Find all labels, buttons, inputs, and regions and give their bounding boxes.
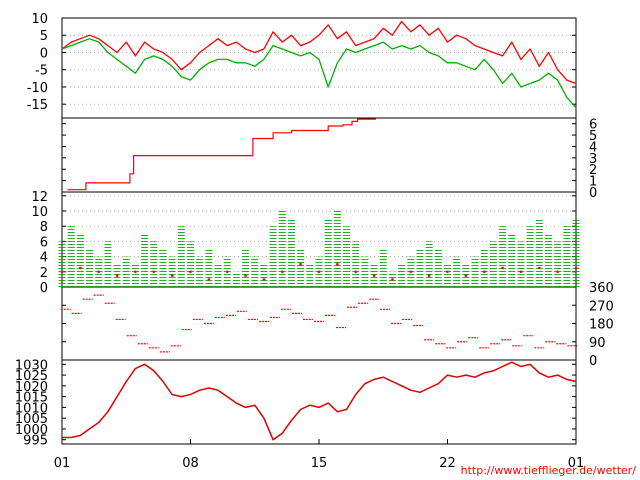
x-tick-label: 22: [439, 456, 456, 471]
wind-gust-point: [244, 274, 247, 277]
y-tick-label: 1000: [15, 423, 48, 438]
y-tick-label: -10: [27, 81, 48, 96]
y-tick-label: 1: [589, 175, 597, 190]
wind-gust-point: [537, 266, 541, 270]
y-tick-label: 90: [589, 336, 606, 351]
y-tick-label: 1015: [15, 391, 48, 406]
y-tick-label: 6: [40, 235, 48, 250]
wind-gust-point: [574, 266, 578, 270]
y-tick-label: 0: [40, 281, 48, 296]
y-tick-label: 4: [589, 140, 597, 155]
pressure-line: [62, 361, 577, 441]
y-tick-label: 360: [589, 281, 614, 296]
wind-gust-point: [556, 270, 559, 274]
y-tick-label: 2: [589, 163, 597, 178]
y-tick-label: 1025: [15, 369, 48, 384]
wind-gust-point: [262, 278, 266, 281]
y-tick-label: 12: [31, 190, 48, 205]
wind-gust-point: [207, 278, 211, 281]
y-tick-label: 0: [589, 354, 597, 369]
x-tick-label: 01: [54, 456, 71, 471]
x-tick-label: 15: [311, 456, 328, 471]
y-tick-label: -5: [35, 64, 48, 79]
y-tick-label: 1005: [15, 412, 48, 427]
wind-gust-point: [189, 270, 192, 274]
wind-gust-point: [225, 270, 229, 274]
x-tick-label: 08: [182, 456, 199, 471]
y-tick-label: 180: [589, 318, 614, 333]
temperature-line: [61, 20, 577, 85]
y-tick-label: -15: [27, 98, 48, 113]
credit-url: http://www.tiefflieger.de/wetter/: [461, 464, 637, 477]
y-tick-label: 1020: [15, 380, 48, 395]
y-tick-label: 3: [589, 152, 597, 167]
wind-gust-point: [372, 274, 376, 277]
wind-gust-point: [280, 270, 284, 274]
y-tick-label: 2: [40, 266, 48, 281]
y-tick-label: 5: [40, 29, 48, 44]
wind-gust-point: [115, 274, 119, 277]
y-tick-label: 10: [31, 205, 48, 220]
wind-gust-point: [152, 270, 156, 274]
y-tick-label: 10: [31, 12, 48, 27]
wind-gust-point: [409, 270, 413, 274]
y-tick-label: 995: [23, 434, 48, 449]
wind-gust-point: [170, 274, 174, 277]
wind-gust-point: [60, 270, 64, 274]
y-tick-label: 4: [40, 251, 48, 266]
y-tick-label: 1010: [15, 401, 48, 416]
wind-gust-point: [427, 274, 431, 277]
wind-gust-point: [501, 266, 504, 270]
y-tick-label: 5: [589, 129, 597, 144]
wind-gust-point: [317, 270, 321, 274]
wind-gust-point: [79, 266, 82, 270]
wind-gust-point: [464, 274, 468, 277]
wind-gust-point: [336, 262, 339, 266]
wind-gust-point: [482, 270, 486, 274]
wind-gust-point: [299, 262, 302, 266]
wind-gust-point: [519, 270, 523, 274]
y-tick-label: 1030: [15, 358, 48, 373]
wind-gust-point: [354, 270, 358, 274]
y-tick-label: 6: [589, 118, 597, 133]
y-tick-label: 8: [40, 220, 48, 235]
wind-gust-point: [134, 270, 137, 274]
y-tick-label: 0: [40, 46, 48, 61]
y-tick-label: 0: [589, 186, 597, 201]
dewpoint-line: [61, 38, 577, 109]
wind-gust-point: [97, 270, 101, 274]
y-tick-label: 270: [589, 299, 614, 314]
x-tick-label: 01: [568, 456, 585, 471]
wind-gust-point: [391, 278, 394, 281]
rain-line: [67, 118, 376, 191]
wind-gust-point: [446, 270, 449, 274]
